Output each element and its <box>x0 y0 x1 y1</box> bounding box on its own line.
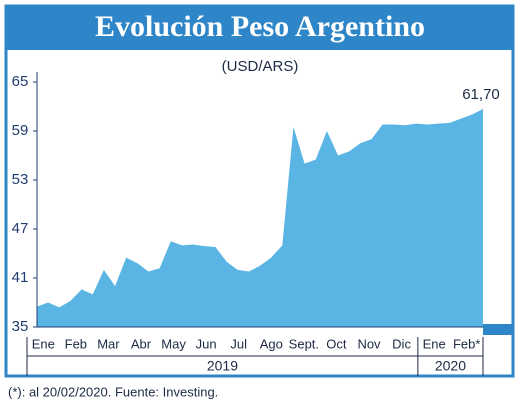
x-tick-label: Jun <box>196 336 217 351</box>
axis-band <box>483 324 513 335</box>
header <box>6 6 513 50</box>
x-tick-label: Oct <box>326 336 347 351</box>
y-tick-label: 59 <box>12 122 29 139</box>
x-tick-label: Dic <box>392 336 411 351</box>
x-tick-label: Ago <box>260 336 283 351</box>
y-tick-label: 53 <box>12 171 29 188</box>
y-tick-label: 35 <box>12 318 29 335</box>
x-tick-label: May <box>161 336 186 351</box>
x-tick-label: Ene <box>423 336 446 351</box>
y-tick-label: 41 <box>12 269 29 286</box>
chart-title: Evolución Peso Argentino <box>95 10 425 43</box>
footnote: (*): al 20/02/2020. Fuente: Investing. <box>8 384 218 399</box>
subtitle: (USD/ARS) <box>222 58 299 75</box>
value-label: 61,70 <box>462 86 500 103</box>
x-tick-label: Nov <box>357 336 381 351</box>
area <box>37 108 483 327</box>
x-tick-label: Jul <box>230 336 247 351</box>
x-tick-label: Feb <box>65 336 87 351</box>
year-label: 2019 <box>207 358 238 374</box>
x-tick-label: Ene <box>32 336 55 351</box>
x-tick-label: Sept. <box>289 336 319 351</box>
y-tick-label: 47 <box>12 220 29 237</box>
year-label: 2020 <box>435 358 466 374</box>
y-tick-label: 65 <box>12 73 29 90</box>
x-tick-label: Mar <box>97 336 120 351</box>
x-tick-label: Abr <box>131 336 152 351</box>
x-tick-label: Feb* <box>453 336 480 351</box>
